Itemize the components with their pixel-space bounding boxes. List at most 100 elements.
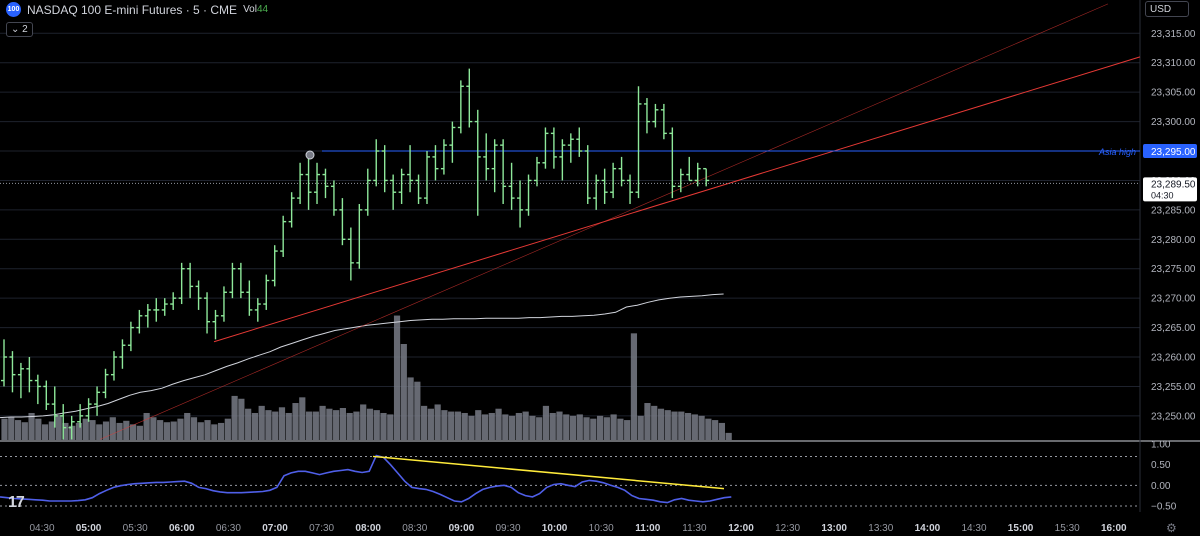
indicators-collapse-button[interactable]: ⌄ 2 <box>6 22 33 37</box>
asia-tag-bg <box>1143 144 1197 159</box>
ohlc-bar <box>703 167 710 187</box>
volume-bar <box>42 424 49 440</box>
ohlc-bar <box>305 156 312 210</box>
price-tick-label: 23,255.00 <box>1151 382 1196 393</box>
trend-lines <box>99 3 1141 440</box>
volume-bar <box>569 415 577 440</box>
volume-bar <box>468 415 475 440</box>
ohlc-bar <box>533 156 540 187</box>
ohlc-bar <box>457 80 464 134</box>
volume-bar <box>393 315 401 440</box>
ohlc-bar <box>483 133 490 181</box>
volume-bar <box>725 432 732 440</box>
volume-bar <box>454 411 462 440</box>
ohlc-bar <box>500 139 507 204</box>
volume-bar <box>684 412 692 440</box>
ohlc-bar <box>280 215 287 257</box>
volume-bar <box>718 422 726 440</box>
settings-gear-icon[interactable]: ⚙ <box>1166 521 1177 535</box>
price-axis[interactable]: 23,315.00 23,310.00 23,305.00 23,300.00 23,2… <box>1151 29 1196 513</box>
ohlc-bar <box>187 262 194 299</box>
time-tick-label: 09:00 <box>449 523 475 534</box>
ohlc-bar <box>491 139 498 193</box>
price-tick-label: 23,250.00 <box>1151 411 1196 422</box>
volume-bar <box>583 417 590 440</box>
volume-legend[interactable]: Vol44 <box>243 4 268 15</box>
ohlc-bar <box>627 174 634 204</box>
collapse-count: 2 <box>22 24 28 35</box>
volume-bar <box>204 420 211 440</box>
ohlc-bar <box>85 398 92 422</box>
volume-bar <box>664 410 671 440</box>
time-tick-label: 05:00 <box>76 523 102 534</box>
time-tick-label: 15:30 <box>1055 523 1080 534</box>
volume-bar <box>366 408 374 440</box>
ohlc-bar <box>144 304 151 328</box>
volume-bar <box>630 333 638 440</box>
tradingview-logo-icon[interactable]: 17 <box>8 494 25 511</box>
time-tick-label: 06:30 <box>216 523 241 534</box>
volume-bar <box>238 398 245 440</box>
volume-bar <box>448 411 455 440</box>
time-tick-label: 13:00 <box>821 523 847 534</box>
ohlc-bar <box>525 174 532 216</box>
oscillator-pane <box>0 454 1140 507</box>
ohlc-bar <box>246 280 253 316</box>
volume-bar <box>177 418 184 440</box>
ohlc-bar <box>364 168 371 216</box>
volume-bar <box>407 377 414 440</box>
time-tick-label: 07:30 <box>309 523 334 534</box>
volume-bar <box>522 411 529 440</box>
ohlc-bar <box>102 368 109 399</box>
ohlc-bar <box>153 298 160 322</box>
ohlc-bar <box>677 168 684 193</box>
ohlc-bar <box>60 404 67 440</box>
volume-bar <box>272 411 279 440</box>
volume-bar <box>116 422 123 440</box>
ohlc-bar <box>136 309 143 334</box>
volume-bar <box>35 418 42 440</box>
time-axis[interactable]: 04:30 05:00 05:30 06:00 06:30 07:00 07:30 08:00… <box>29 523 1127 534</box>
ohlc-bar <box>314 162 321 204</box>
volume-bar <box>339 408 346 440</box>
volume-bar <box>434 404 441 440</box>
ohlc-bar <box>449 121 456 163</box>
ohlc-bar <box>669 127 676 199</box>
volume-bar <box>333 410 340 440</box>
ohlc-bar <box>347 227 354 281</box>
time-tick-label: 15:00 <box>1008 523 1034 534</box>
volume-bar <box>542 405 550 440</box>
ohlc-bar <box>559 139 566 181</box>
ohlc-bar <box>373 139 380 187</box>
ohlc-bar <box>424 151 430 204</box>
volume-bar <box>285 412 292 440</box>
volume-bar <box>624 420 631 440</box>
volume-bar <box>82 418 89 440</box>
osc-tick-label: 1.00 <box>1151 440 1171 451</box>
osc-tick-label: 0.50 <box>1151 460 1171 471</box>
symbol-title[interactable]: NASDAQ 100 E-mini Futures · 5 · CME <box>27 2 238 17</box>
time-tick-label: 04:30 <box>29 523 54 534</box>
ohlc-bar <box>356 203 363 269</box>
volume-bar <box>610 414 617 440</box>
time-tick-label: 14:00 <box>915 523 941 534</box>
ohlc-bar <box>220 286 227 322</box>
volume-bar <box>678 411 685 440</box>
volume-bar <box>461 412 468 440</box>
volume-bar <box>292 403 299 440</box>
volume-bar <box>387 414 394 440</box>
price-tick-label: 23,270.00 <box>1151 294 1196 305</box>
time-tick-label: 13:30 <box>868 523 893 534</box>
time-tick-label: 05:30 <box>123 523 148 534</box>
price-tick-label: 23,300.00 <box>1151 117 1196 128</box>
currency-selector[interactable]: USD <box>1145 1 1189 17</box>
price-tick-label: 23,275.00 <box>1151 264 1196 275</box>
ohlc-bar <box>584 145 591 204</box>
ohlc-bar <box>694 162 701 187</box>
osc-line <box>0 454 732 504</box>
ohlc-bar <box>652 103 659 128</box>
ohlc-bar <box>178 262 185 305</box>
